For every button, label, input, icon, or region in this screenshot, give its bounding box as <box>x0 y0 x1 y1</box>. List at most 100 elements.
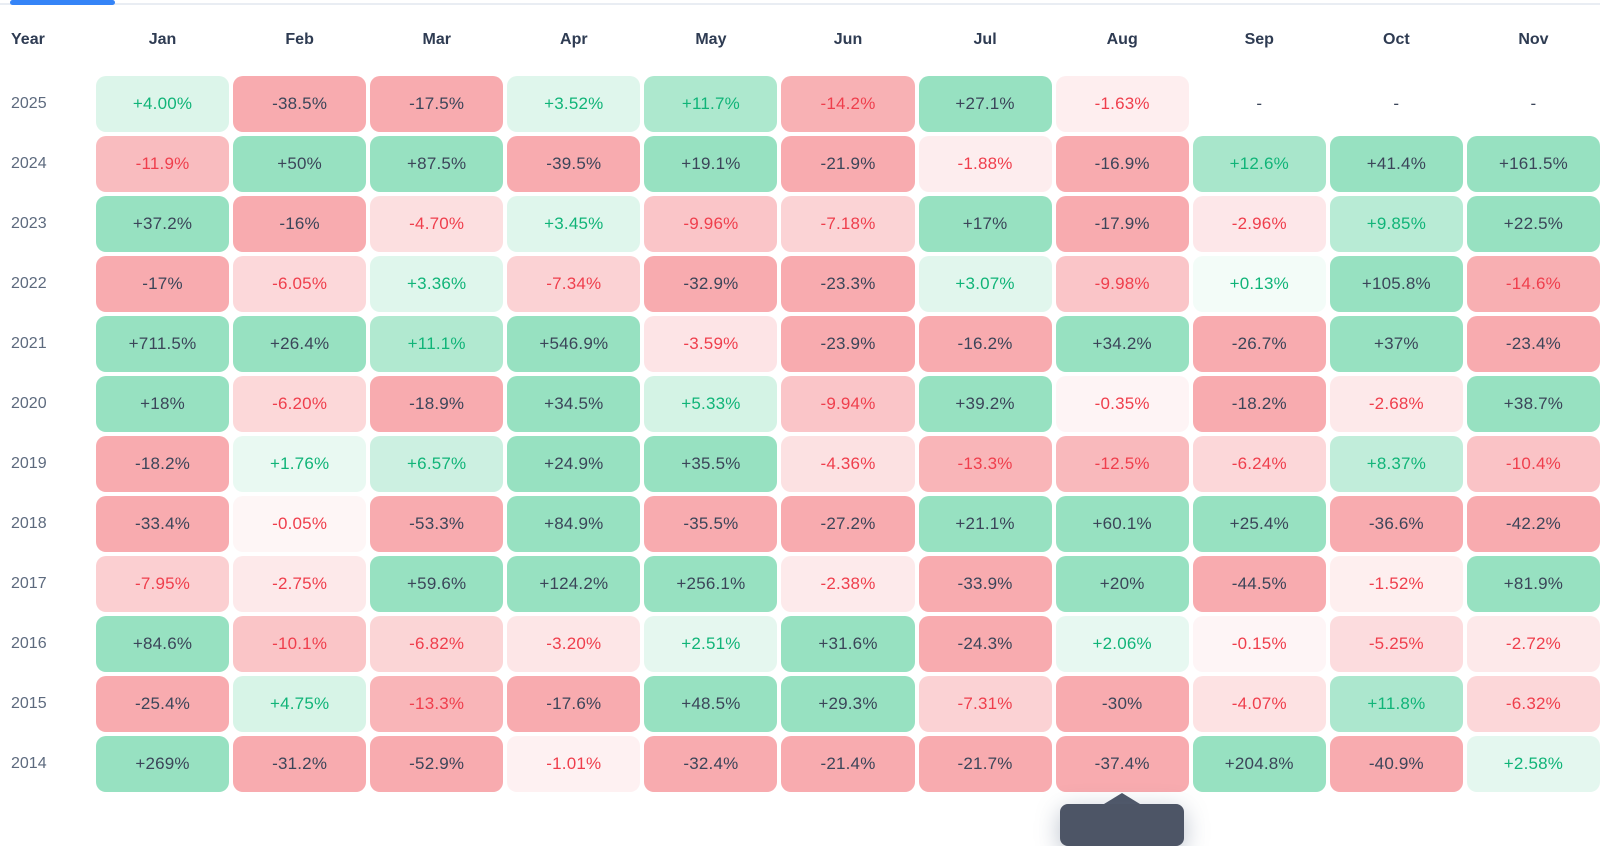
return-cell[interactable]: +17% <box>918 196 1052 252</box>
return-cell[interactable]: +8.37% <box>1329 436 1463 492</box>
return-cell[interactable]: +35.5% <box>644 436 778 492</box>
return-cell[interactable]: -33.4% <box>96 496 230 552</box>
return-cell[interactable]: +11.8% <box>1329 676 1463 732</box>
return-cell[interactable]: -0.05% <box>233 496 367 552</box>
return-cell[interactable]: -2.68% <box>1329 376 1463 432</box>
return-cell[interactable]: -32.9% <box>644 256 778 312</box>
return-cell[interactable]: +12.6% <box>1192 136 1326 192</box>
return-cell[interactable]: +37.2% <box>96 196 230 252</box>
return-cell[interactable]: +124.2% <box>507 556 641 612</box>
return-cell[interactable]: -13.3% <box>370 676 504 732</box>
return-cell[interactable]: -4.07% <box>1192 676 1326 732</box>
return-cell[interactable]: -7.95% <box>96 556 230 612</box>
return-cell[interactable]: -16.2% <box>918 316 1052 372</box>
return-cell[interactable]: +11.1% <box>370 316 504 372</box>
return-cell[interactable]: +48.5% <box>644 676 778 732</box>
return-cell[interactable]: -44.5% <box>1192 556 1326 612</box>
return-cell[interactable]: -23.4% <box>1466 316 1600 372</box>
return-cell[interactable]: +27.1% <box>918 76 1052 132</box>
return-cell[interactable]: -1.01% <box>507 736 641 792</box>
return-cell[interactable]: -5.25% <box>1329 616 1463 672</box>
return-cell[interactable]: +11.7% <box>644 76 778 132</box>
return-cell[interactable]: -21.4% <box>781 736 915 792</box>
return-cell[interactable]: +26.4% <box>233 316 367 372</box>
return-cell[interactable]: -2.38% <box>781 556 915 612</box>
return-cell[interactable]: +5.33% <box>644 376 778 432</box>
return-cell[interactable]: -1.52% <box>1329 556 1463 612</box>
return-cell[interactable]: +3.52% <box>507 76 641 132</box>
return-cell[interactable]: -32.4% <box>644 736 778 792</box>
return-cell[interactable]: +34.2% <box>1055 316 1189 372</box>
return-cell[interactable]: -17.6% <box>507 676 641 732</box>
return-cell[interactable]: -0.15% <box>1192 616 1326 672</box>
return-cell[interactable]: -17.5% <box>370 76 504 132</box>
return-cell[interactable]: +161.5% <box>1466 136 1600 192</box>
return-cell[interactable]: -42.2% <box>1466 496 1600 552</box>
return-cell[interactable]: -17.9% <box>1055 196 1189 252</box>
return-cell[interactable]: +25.4% <box>1192 496 1326 552</box>
return-cell[interactable]: -9.96% <box>644 196 778 252</box>
return-cell[interactable]: +546.9% <box>507 316 641 372</box>
return-cell[interactable]: +37% <box>1329 316 1463 372</box>
return-cell[interactable]: -21.7% <box>918 736 1052 792</box>
return-cell[interactable]: -1.88% <box>918 136 1052 192</box>
return-cell[interactable]: -7.31% <box>918 676 1052 732</box>
return-cell[interactable]: +41.4% <box>1329 136 1463 192</box>
return-cell[interactable]: -39.5% <box>507 136 641 192</box>
return-cell[interactable]: -2.75% <box>233 556 367 612</box>
return-cell[interactable]: +256.1% <box>644 556 778 612</box>
return-cell[interactable]: -23.3% <box>781 256 915 312</box>
return-cell[interactable]: -31.2% <box>233 736 367 792</box>
return-cell[interactable]: -37.4% <box>1055 736 1189 792</box>
return-cell[interactable]: -16% <box>233 196 367 252</box>
return-cell[interactable]: +4.00% <box>96 76 230 132</box>
return-cell[interactable]: -27.2% <box>781 496 915 552</box>
return-cell[interactable]: -23.9% <box>781 316 915 372</box>
return-cell[interactable]: +87.5% <box>370 136 504 192</box>
return-cell[interactable]: -18.2% <box>1192 376 1326 432</box>
return-cell[interactable]: -18.9% <box>370 376 504 432</box>
return-cell[interactable]: +21.1% <box>918 496 1052 552</box>
return-cell[interactable]: -16.9% <box>1055 136 1189 192</box>
return-cell[interactable]: +4.75% <box>233 676 367 732</box>
return-cell[interactable]: +31.6% <box>781 616 915 672</box>
return-cell[interactable]: +9.85% <box>1329 196 1463 252</box>
return-cell[interactable]: -38.5% <box>233 76 367 132</box>
return-cell[interactable]: +24.9% <box>507 436 641 492</box>
return-cell[interactable]: -26.7% <box>1192 316 1326 372</box>
return-cell[interactable]: -10.4% <box>1466 436 1600 492</box>
return-cell[interactable]: -24.3% <box>918 616 1052 672</box>
return-cell[interactable]: -52.9% <box>370 736 504 792</box>
return-cell[interactable]: -4.36% <box>781 436 915 492</box>
return-cell[interactable]: -6.24% <box>1192 436 1326 492</box>
return-cell[interactable]: +0.13% <box>1192 256 1326 312</box>
return-cell[interactable]: -12.5% <box>1055 436 1189 492</box>
return-cell[interactable]: -9.98% <box>1055 256 1189 312</box>
return-cell[interactable]: -40.9% <box>1329 736 1463 792</box>
return-cell[interactable]: -4.70% <box>370 196 504 252</box>
return-cell[interactable]: -17% <box>96 256 230 312</box>
return-cell[interactable]: -0.35% <box>1055 376 1189 432</box>
return-cell[interactable]: -53.3% <box>370 496 504 552</box>
return-cell[interactable]: +29.3% <box>781 676 915 732</box>
return-cell[interactable]: -2.72% <box>1466 616 1600 672</box>
return-cell[interactable]: +2.06% <box>1055 616 1189 672</box>
return-cell[interactable]: -33.9% <box>918 556 1052 612</box>
return-cell[interactable]: +81.9% <box>1466 556 1600 612</box>
return-cell[interactable]: +59.6% <box>370 556 504 612</box>
return-cell[interactable]: -30% <box>1055 676 1189 732</box>
return-cell[interactable]: +18% <box>96 376 230 432</box>
return-cell[interactable]: +3.45% <box>507 196 641 252</box>
return-cell[interactable]: +6.57% <box>370 436 504 492</box>
return-cell[interactable]: +2.51% <box>644 616 778 672</box>
return-cell[interactable]: -13.3% <box>918 436 1052 492</box>
return-cell[interactable]: -14.6% <box>1466 256 1600 312</box>
return-cell[interactable]: -14.2% <box>781 76 915 132</box>
return-cell[interactable]: -21.9% <box>781 136 915 192</box>
return-cell[interactable]: +84.9% <box>507 496 641 552</box>
return-cell[interactable]: +3.36% <box>370 256 504 312</box>
return-cell[interactable]: -3.59% <box>644 316 778 372</box>
return-cell[interactable]: -25.4% <box>96 676 230 732</box>
return-cell[interactable]: -6.82% <box>370 616 504 672</box>
return-cell[interactable]: +20% <box>1055 556 1189 612</box>
